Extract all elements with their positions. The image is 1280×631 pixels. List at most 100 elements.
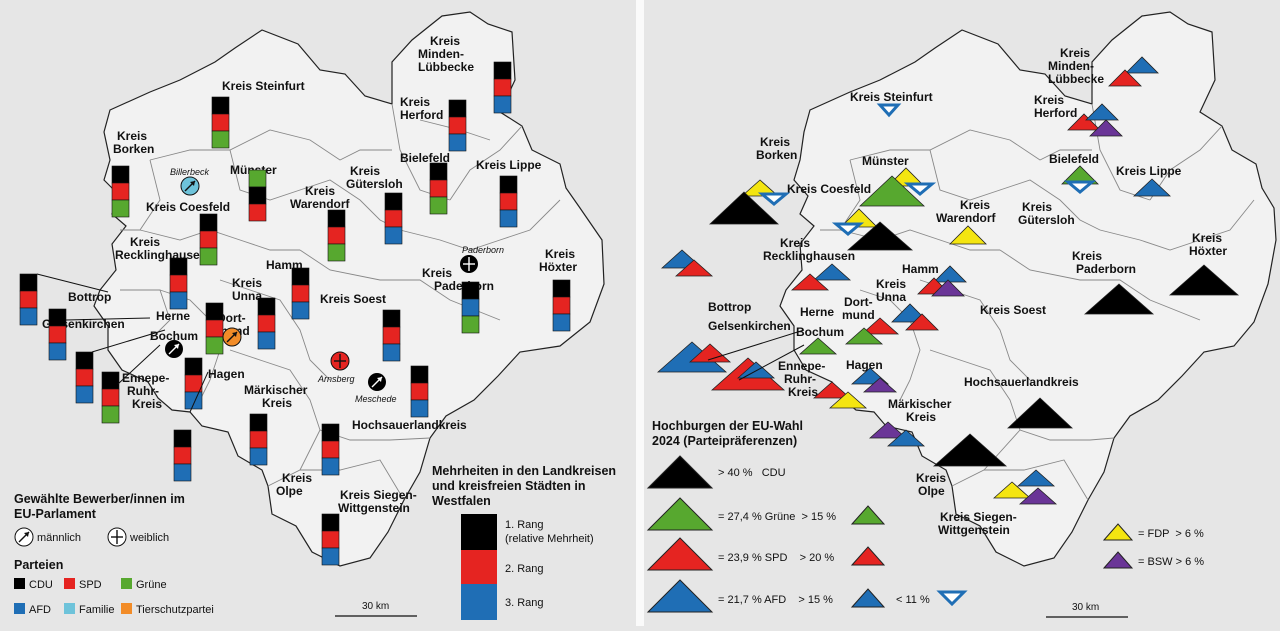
rank-bar xyxy=(169,257,188,310)
low-share-triangle xyxy=(831,222,865,236)
rank-bar xyxy=(461,281,480,334)
stronghold-triangle xyxy=(931,279,965,297)
place-billerbeck: Billerbeck xyxy=(170,167,210,177)
legend-gruene-label: = 27,4 % Grüne > 15 % xyxy=(718,511,836,523)
right-region-label: Kreis Höxter xyxy=(1189,231,1227,258)
left-region-label: Kreis Minden-Lübbecke xyxy=(418,34,474,74)
legend-spd-label: = 23,9 % SPD > 20 % xyxy=(718,552,834,564)
left-region-label: Bochum xyxy=(150,329,198,343)
left-region-label: Herne xyxy=(156,309,190,323)
right-region-label: Kreis Borken xyxy=(756,135,797,162)
rank-bar xyxy=(19,273,38,326)
party-swatch xyxy=(14,603,25,614)
legend-bsw-label: = BSW > 6 % xyxy=(1138,556,1204,568)
left-region-label: Bielefeld xyxy=(400,151,450,165)
arnsberg-candidate-icon xyxy=(330,351,350,371)
legend-parties-title: Parteien xyxy=(14,558,63,572)
stronghold-triangle xyxy=(1083,283,1155,315)
stronghold-triangle xyxy=(844,327,884,345)
legend-afd-triangle xyxy=(646,579,714,613)
rank-bar xyxy=(410,365,429,418)
female-symbol-icon xyxy=(107,527,127,547)
stronghold-triangle xyxy=(1108,69,1142,87)
stronghold-triangle xyxy=(992,481,1032,499)
right-region-label: Kreis Unna xyxy=(876,277,906,304)
leader-lines-right xyxy=(707,329,805,381)
party-swatch xyxy=(121,603,132,614)
right-region-label: Gelsenkirchen xyxy=(708,319,791,333)
stronghold-triangle xyxy=(688,343,732,363)
low-share-triangle xyxy=(757,192,791,206)
party-swatch xyxy=(64,578,75,589)
legend-afd-label: = 21,7 % AFD > 15 % xyxy=(718,594,833,606)
right-legend-title-2: 2024 (Parteipräferenzen) xyxy=(652,434,797,448)
party-name: AFD xyxy=(29,604,51,616)
party-name: Familie xyxy=(79,604,114,616)
right-scale-label: 30 km xyxy=(1072,602,1099,613)
right-region-labels: Kreis Steinfurt Kreis Minden-Lübbecke Kreis… xyxy=(708,46,1227,537)
legend-male: männlich xyxy=(37,532,81,544)
stronghold-triangle xyxy=(1125,56,1159,74)
stronghold-triangle xyxy=(1085,103,1119,121)
left-region-label: Kreis Höxter xyxy=(539,247,577,274)
rank-bar xyxy=(291,267,310,320)
billerbeck-candidate-icon xyxy=(180,176,200,196)
majority-title-1: Mehrheiten in den Landkreisen xyxy=(432,464,616,478)
legend-fdp-label: = FDP > 6 % xyxy=(1138,528,1204,540)
legend-gruene-small-triangle xyxy=(850,505,886,525)
right-region-label: Münster xyxy=(862,154,909,168)
stronghold-triangle xyxy=(858,175,926,207)
stronghold-triangle xyxy=(886,429,926,447)
majority-title-2: und kreisfreien Städten in xyxy=(432,479,586,493)
left-region-label: Hochsauerlandkreis xyxy=(352,418,467,432)
place-meschede: Meschede xyxy=(355,394,397,404)
stronghold-triangle xyxy=(812,263,852,281)
right-region-label: Kreis Paderborn xyxy=(1072,249,1136,276)
left-region-label: Kreis Olpe xyxy=(276,471,312,498)
stronghold-triangle xyxy=(790,273,830,291)
right-region-label: Kreis Soest xyxy=(980,303,1046,317)
rank-bar xyxy=(211,96,230,149)
rank-bar xyxy=(321,423,340,476)
right-region-label: Bochum xyxy=(796,325,844,339)
party-name: SPD xyxy=(79,579,102,591)
male-symbol-icon xyxy=(14,527,34,547)
right-legend: Hochburgen der EU-Wahl 2024 (Parteipräfe… xyxy=(646,419,1204,618)
rank3-swatch xyxy=(461,584,497,620)
rank-bar xyxy=(111,165,130,218)
legend-afd-small-triangle xyxy=(850,588,886,608)
stronghold-triangle xyxy=(740,179,780,197)
legend-bsw-triangle xyxy=(1102,551,1134,569)
stronghold-triangle xyxy=(812,381,852,399)
right-region-label: Herne xyxy=(800,305,834,319)
left-region-label: Bottrop xyxy=(68,290,111,304)
legend-female: weiblich xyxy=(129,532,169,544)
party-name: Grüne xyxy=(136,579,167,591)
left-region-labels: Kreis Steinfurt Kreis Borken Kreis Minden-Lü… xyxy=(42,34,577,515)
legend-cdu-triangle xyxy=(646,455,714,489)
westfalen-outline xyxy=(93,11,605,567)
party-swatch xyxy=(14,578,25,589)
party-name: Tierschutzpartei xyxy=(136,604,214,616)
left-region-label: Kreis Steinfurt xyxy=(222,79,305,93)
meschede-candidate-icon xyxy=(368,373,386,391)
stronghold-triangle xyxy=(708,191,780,225)
stronghold-triangle xyxy=(932,433,1008,467)
left-panel: Kreis Steinfurt Kreis Borken Kreis Minden-Lü… xyxy=(0,0,636,626)
right-triangles xyxy=(656,56,1240,505)
westfalen-outline-right xyxy=(779,11,1277,567)
legend-spd-triangle xyxy=(646,537,714,571)
right-region-label: Kreis Gütersloh xyxy=(1018,200,1075,227)
rank-bar xyxy=(248,169,267,222)
legend-candidates-title-1: Gewählte Bewerber/innen im xyxy=(14,492,185,506)
bochum-candidate-icon xyxy=(165,340,183,358)
place-paderborn: Paderborn xyxy=(462,245,504,255)
stronghold-triangle xyxy=(1006,397,1074,429)
right-region-label: Hamm xyxy=(902,262,939,276)
left-legend: Gewählte Bewerber/innen im EU-Parlament … xyxy=(14,464,616,620)
right-region-label: Märkischer Kreis xyxy=(888,397,952,424)
stronghold-triangle xyxy=(905,313,939,331)
right-region-label: Kreis Warendorf xyxy=(936,198,997,225)
left-rank-bars xyxy=(19,61,571,566)
